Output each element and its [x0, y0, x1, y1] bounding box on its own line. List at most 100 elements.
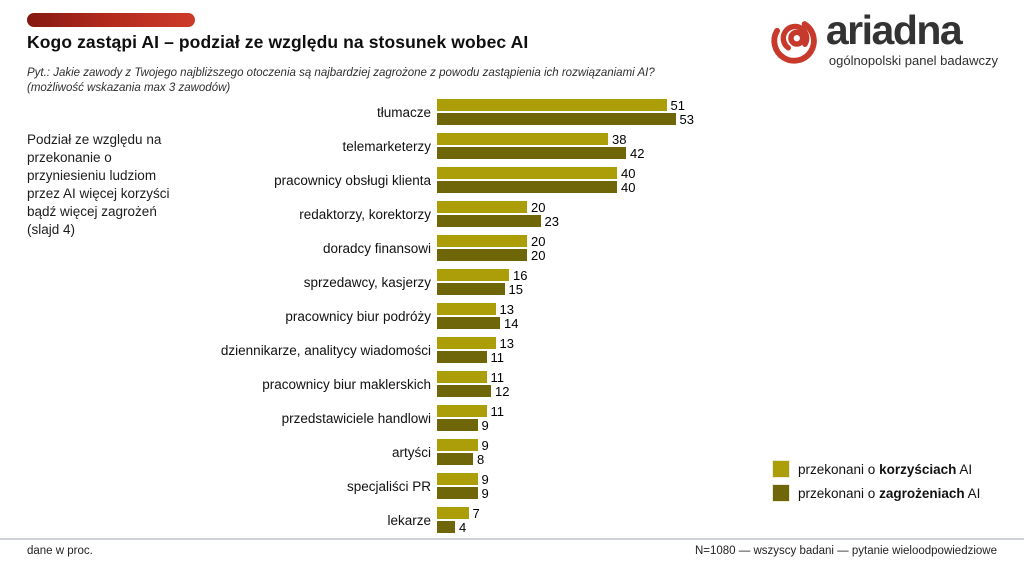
- bar-line: 23: [437, 215, 559, 228]
- threats-swatch-icon: [772, 484, 790, 502]
- question-line-1: Pyt.: Jakie zawody z Twojego najbliższeg…: [27, 67, 655, 79]
- value-label: 51: [670, 97, 685, 113]
- chart-rows: tłumacze 51 53 telemarketerzy 38 42 pracownicy…: [0, 95, 1024, 537]
- value-label: 13: [499, 301, 514, 317]
- category-label: artyści: [391, 444, 431, 460]
- legend-threats-label: przekonani o zagrożeniach AI: [798, 485, 981, 501]
- bar-line: 7: [437, 507, 480, 520]
- category-label: dziennikarze, analitycy wiadomości: [220, 342, 431, 358]
- value-label: 8: [477, 451, 485, 467]
- bar-zagrozenia: [437, 521, 455, 533]
- value-label: 9: [481, 485, 489, 501]
- bar-zagrozenia: [437, 147, 626, 159]
- chart-row: tłumacze 51 53: [0, 95, 1024, 129]
- chart-legend: przekonani o korzyściach AI przekonani o…: [772, 459, 980, 507]
- legend-item-benefits: przekonani o korzyściach AI: [772, 459, 980, 479]
- category-label: doradcy finansowi: [322, 240, 431, 256]
- footer: dane w proc. N=1080 — wszyscy badani — p…: [27, 545, 997, 557]
- chart-row: pracownicy biur maklerskich 11 12: [0, 367, 1024, 401]
- value-label: 15: [508, 281, 523, 297]
- bar-zagrozenia: [437, 249, 527, 261]
- logo-text-block: ariadna ogólnopolski panel badawczy: [826, 7, 998, 69]
- value-label: 20: [531, 199, 546, 215]
- chart-row: lekarze 7 4: [0, 503, 1024, 537]
- bar-line: 15: [437, 281, 527, 297]
- bar-korzysci: [437, 473, 478, 485]
- chart-row: pracownicy obsługi klienta 40 40: [0, 163, 1024, 197]
- value-label: 13: [499, 335, 514, 351]
- footer-right-note: N=1080 — wszyscy badani — pytanie wieloo…: [694, 545, 997, 557]
- bar-zagrozenia: [437, 283, 505, 295]
- chart-row: dziennikarze, analitycy wiadomości 13 11: [0, 333, 1024, 367]
- bar-line: 9: [437, 471, 489, 487]
- bar-korzysci: [437, 235, 527, 247]
- bar-line: 12: [437, 383, 510, 399]
- bar-pair: 13 14: [437, 301, 518, 330]
- value-label: 9: [481, 471, 489, 487]
- bar-zagrozenia: [437, 487, 478, 499]
- bar-zagrozenia: [437, 385, 491, 397]
- value-label: 11: [490, 349, 505, 365]
- footer-divider: [0, 538, 1024, 540]
- category-label: telemarketerzy: [342, 138, 431, 154]
- bar-zagrozenia: [437, 317, 500, 329]
- bar-pair: 11 9: [437, 403, 505, 433]
- bar-line: 11: [437, 403, 505, 419]
- bar-zagrozenia: [437, 351, 487, 363]
- bar-line: 20: [437, 233, 546, 249]
- value-label: 12: [495, 383, 510, 399]
- bar-line: 11: [437, 349, 514, 365]
- category-label: lekarze: [387, 512, 431, 528]
- value-label: 9: [481, 437, 489, 453]
- bar-korzysci: [437, 439, 478, 451]
- chart-row: artyści 9 8: [0, 435, 1024, 469]
- chart-row: sprzedawcy, kasjerzy 16 15: [0, 265, 1024, 299]
- category-label: tłumacze: [376, 104, 431, 120]
- bar-pair: 11 12: [437, 371, 510, 399]
- bar-pair: 20 20: [437, 233, 546, 263]
- legend-benefits-label: przekonani o korzyściach AI: [798, 461, 973, 477]
- value-label: 40: [621, 165, 636, 181]
- logo-tagline: ogólnopolski panel badawczy: [828, 53, 998, 69]
- bar-pair: 51 53: [437, 97, 694, 127]
- bar-pair: 40 40: [437, 165, 636, 195]
- category-label: pracownicy obsługi klienta: [274, 172, 431, 188]
- bar-zagrozenia: [437, 113, 676, 125]
- bar-korzysci: [437, 405, 487, 417]
- bar-zagrozenia: [437, 181, 617, 193]
- question-line-2: (możliwość wskazania max 3 zawodów): [27, 81, 231, 94]
- bar-line: 16: [437, 267, 528, 283]
- accent-red-bar: [27, 13, 195, 27]
- bar-line: 9: [437, 417, 504, 433]
- value-label: 16: [513, 267, 528, 283]
- bar-korzysci: [437, 167, 617, 179]
- value-label: 42: [630, 145, 645, 161]
- bar-korzysci: [437, 337, 496, 349]
- value-label: 20: [531, 247, 546, 263]
- bar-pair: 38 42: [437, 131, 645, 161]
- bar-zagrozenia: [437, 419, 478, 431]
- bar-korzysci: [437, 201, 527, 213]
- category-label: pracownicy biur podróży: [285, 308, 431, 324]
- bar-korzysci: [437, 99, 667, 111]
- value-label: 38: [612, 131, 627, 147]
- bar-line: 51: [437, 97, 694, 113]
- value-label: 53: [679, 111, 694, 127]
- bar-line: 20: [437, 199, 559, 215]
- value-label: 11: [490, 403, 505, 419]
- bar-line: 8: [437, 451, 489, 467]
- value-label: 4: [459, 519, 467, 535]
- chart-row: telemarketerzy 38 42: [0, 129, 1024, 163]
- value-label: 40: [621, 179, 636, 195]
- value-label: 9: [481, 417, 489, 433]
- bar-line: 42: [437, 145, 645, 161]
- value-label: 20: [531, 233, 546, 249]
- category-label: przedstawiciele handlowi: [281, 410, 431, 426]
- bar-zagrozenia: [437, 453, 473, 465]
- ariadna-logo: ariadna ogólnopolski panel badawczy: [768, 7, 998, 69]
- chart-row: specjaliści PR 9 9: [0, 469, 1024, 503]
